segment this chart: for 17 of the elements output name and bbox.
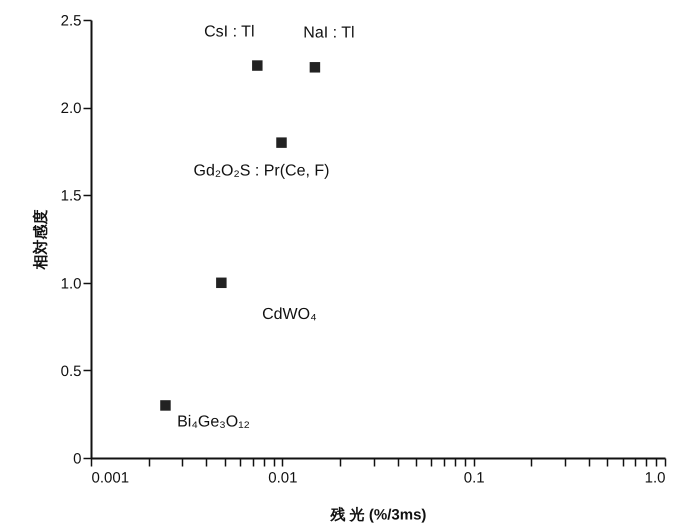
y-tick-label: 1.0: [60, 275, 82, 292]
annotation: Gd₂O₂S : Pr(Ce, F): [194, 162, 330, 180]
y-tick-label: 0: [73, 450, 82, 468]
y-tick-label: 1.5: [60, 188, 82, 205]
annotation: CdWO₄: [262, 306, 317, 323]
annotation: Bi₄Ge₃O₁₂: [177, 413, 250, 430]
y-tick-label: 2.5: [60, 12, 82, 30]
annotation: CsI : Tl: [204, 24, 254, 41]
y-tick-label: 2.0: [60, 100, 82, 118]
x-tick-label: 0.01: [268, 470, 298, 486]
y-tick-label: 0.5: [60, 362, 82, 380]
annotation: NaI : Tl: [303, 24, 355, 42]
x-axis-title: 残 光 (%/3ms): [330, 506, 426, 524]
x-tick-label: 0.1: [464, 470, 485, 486]
y-axis-title: 相対感度: [32, 210, 50, 270]
x-tick-label: 0.001: [92, 470, 130, 486]
x-tick-label: 1.0: [644, 470, 666, 486]
